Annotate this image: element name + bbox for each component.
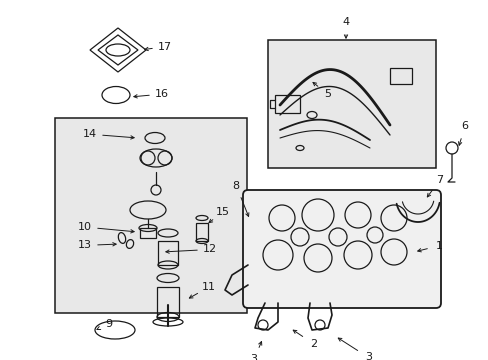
Text: 9: 9 [105, 319, 112, 329]
Text: 1: 1 [435, 240, 442, 251]
Text: 8: 8 [232, 181, 239, 191]
Text: 16: 16 [155, 89, 169, 99]
Bar [274, 95, 299, 113]
Text: 12: 12 [203, 244, 217, 255]
Bar [267, 40, 435, 168]
Text: 17: 17 [158, 42, 172, 51]
Text: 15: 15 [216, 207, 229, 217]
Text: 13: 13 [78, 240, 92, 251]
Text: 4: 4 [342, 17, 349, 27]
Bar [389, 68, 411, 84]
Bar [158, 241, 178, 265]
Text: 2: 2 [309, 338, 316, 348]
FancyBboxPatch shape [243, 190, 440, 308]
Text: 10: 10 [78, 222, 92, 232]
Text: 11: 11 [201, 282, 215, 292]
Text: 14: 14 [83, 129, 97, 139]
Bar [196, 223, 207, 241]
Text: 3: 3 [250, 354, 257, 360]
Bar [140, 228, 156, 238]
Bar [55, 118, 246, 313]
Text: 5: 5 [324, 89, 331, 99]
Text: 6: 6 [461, 121, 468, 131]
Text: 7: 7 [436, 175, 443, 185]
Text: 3: 3 [364, 352, 371, 360]
Bar [157, 287, 179, 317]
